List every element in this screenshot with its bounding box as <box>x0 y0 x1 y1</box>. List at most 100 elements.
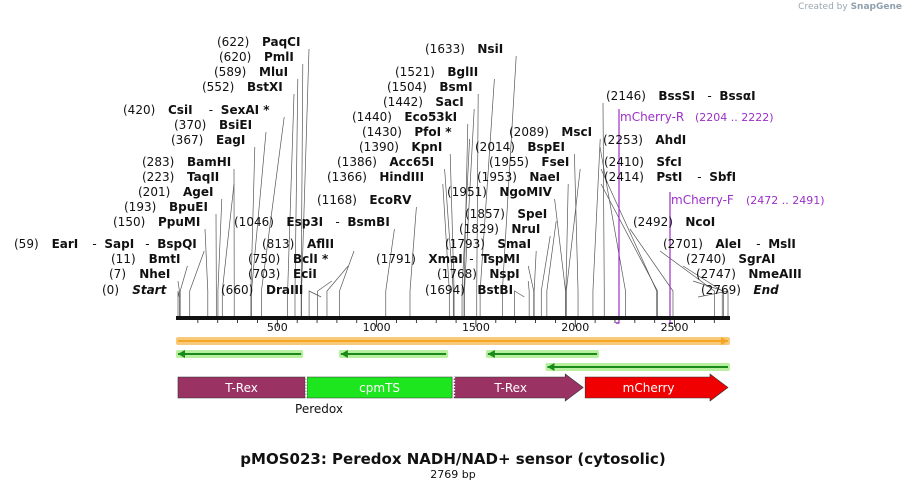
feature-shape <box>453 373 584 402</box>
site-name: SapI <box>104 237 134 251</box>
site-leader-agei <box>217 198 223 317</box>
site-name: PpuMI <box>158 215 200 229</box>
site-leader-aflii <box>339 250 355 317</box>
site-msci-label: (2089) MscI <box>509 125 592 139</box>
site-bamhi-label: (283) BamHI <box>142 155 231 169</box>
ruler-tick-label-1000: 1000 <box>363 321 391 334</box>
primer-range: (2472 .. 2491) <box>746 194 825 207</box>
orf-tracks <box>176 337 730 371</box>
site-position: (1430) <box>362 125 402 139</box>
site-leader-draiii <box>308 290 322 317</box>
ruler-tick-label-2500: 2500 <box>661 321 689 334</box>
site-leader-esp3i-bsmbi <box>385 228 395 317</box>
site-leader-pmli <box>300 63 304 317</box>
site-leader-sgrai <box>682 265 723 317</box>
site-sfci-label: (2410) SfcI <box>604 155 682 169</box>
site-position: (1390) <box>359 140 399 154</box>
orf-full-length <box>176 337 730 345</box>
site-position: (1440) <box>352 110 392 124</box>
site-separator: - <box>469 252 473 266</box>
site-smai-label: (1793) SmaI <box>445 237 531 251</box>
site-separator: - <box>756 237 760 251</box>
site-position: (2769) <box>701 283 741 297</box>
track-arrowhead <box>340 350 348 358</box>
site-leader-nspi <box>527 280 530 317</box>
site-leader-eco53ki <box>463 123 469 317</box>
site-position: (703) <box>248 267 280 281</box>
feature-t-rex-3: T-Rex <box>453 373 584 402</box>
site-position: (59) <box>14 237 39 251</box>
site-leader-start <box>177 290 180 317</box>
feature-shape <box>177 376 306 399</box>
site-leader-fsei <box>565 168 581 317</box>
track-arrowhead <box>547 363 555 371</box>
site-position: (1955) <box>489 155 529 169</box>
orf-reverse-3 <box>485 350 600 358</box>
orf-reverse-4 <box>545 363 730 371</box>
site-name: BspEI <box>527 140 565 154</box>
primer-range: (2204 .. 2222) <box>695 111 774 124</box>
site-name: NcoI <box>685 215 715 229</box>
primer-mcherry-r-label: mCherry-R (2204 .. 2222) <box>620 110 774 124</box>
site-acc65i-label: (1386) Acc65I <box>337 155 434 169</box>
primer-name: mCherry-F <box>671 193 734 207</box>
site-name: BsmI <box>439 80 472 94</box>
site-leader-xmai-tspmi <box>527 265 535 317</box>
site-separator: - <box>209 103 213 117</box>
site-name: SacI <box>435 95 463 109</box>
site-position: (1442) <box>383 95 423 109</box>
site-eco53ki-label: (1440) Eco53kI <box>352 110 457 124</box>
site-name: EarI <box>52 237 79 251</box>
credit-brand: SnapGene <box>850 2 902 12</box>
site-leader-bstxi <box>287 93 295 317</box>
site-name: EagI <box>216 133 245 147</box>
site-name: NruI <box>511 222 540 236</box>
site-position: (2014) <box>475 140 515 154</box>
feature-shape <box>306 376 453 399</box>
site-name: BssαI <box>719 89 755 103</box>
site-name: Esp3I <box>286 215 323 229</box>
site-pfoi-label: (1430) PfoI * <box>362 125 452 139</box>
site-leader-bglii <box>479 78 495 317</box>
primer-name: mCherry-R <box>620 110 684 124</box>
feature-label: T-Rex <box>224 381 258 395</box>
site-name: BmtI <box>149 252 181 266</box>
site-leader-ncoi <box>629 228 674 317</box>
site-position: (1386) <box>337 155 377 169</box>
site-position: (201) <box>138 185 170 199</box>
site-aflii-label: (813) AflII <box>262 237 334 251</box>
site-name: SexAI * <box>221 103 270 117</box>
sequence-backbone <box>176 316 730 320</box>
site-bcli-label: (750) BclI * <box>248 252 329 266</box>
site-name: BspQI <box>157 237 197 251</box>
site-position: (1857) <box>465 207 505 221</box>
site-position: (1793) <box>445 237 485 251</box>
site-paqci-label: (622) PaqCI <box>217 35 300 49</box>
site-name: BstXI <box>247 80 283 94</box>
site-leader-alei-msli <box>659 250 715 317</box>
site-name: SbfI <box>709 170 736 184</box>
site-name: SpeI <box>517 207 547 221</box>
site-position: (0) <box>102 283 119 297</box>
site-bsssi-bss-i-label: (2146) BssSI - BssαI <box>606 89 756 103</box>
site-bpuei-label: (193) BpuEI <box>124 200 208 214</box>
site-leader-bsmi <box>476 93 479 317</box>
site-leader-nsii <box>502 55 517 317</box>
site-leader-pfoi <box>461 138 470 317</box>
site-position: (2701) <box>663 237 703 251</box>
site-name: NaeI <box>529 170 560 184</box>
site-position: (193) <box>124 200 156 214</box>
site-leader-taqii <box>221 183 235 317</box>
site-position: (2492) <box>633 215 673 229</box>
site-name: NsiI <box>477 42 503 56</box>
site-hindiii-label: (1366) HindIII <box>327 170 424 184</box>
site-position: (1168) <box>317 193 357 207</box>
site-position: (2146) <box>606 89 646 103</box>
site-position: (1951) <box>447 185 487 199</box>
site-name: Eco53kI <box>404 110 457 124</box>
site-leader-naei <box>565 183 569 317</box>
site-taqii-label: (223) TaqII <box>142 170 219 184</box>
site-position: (813) <box>262 237 294 251</box>
feature-cpmts-2: cpmTS <box>306 376 453 399</box>
site-leader-csii-sexai <box>261 116 285 317</box>
